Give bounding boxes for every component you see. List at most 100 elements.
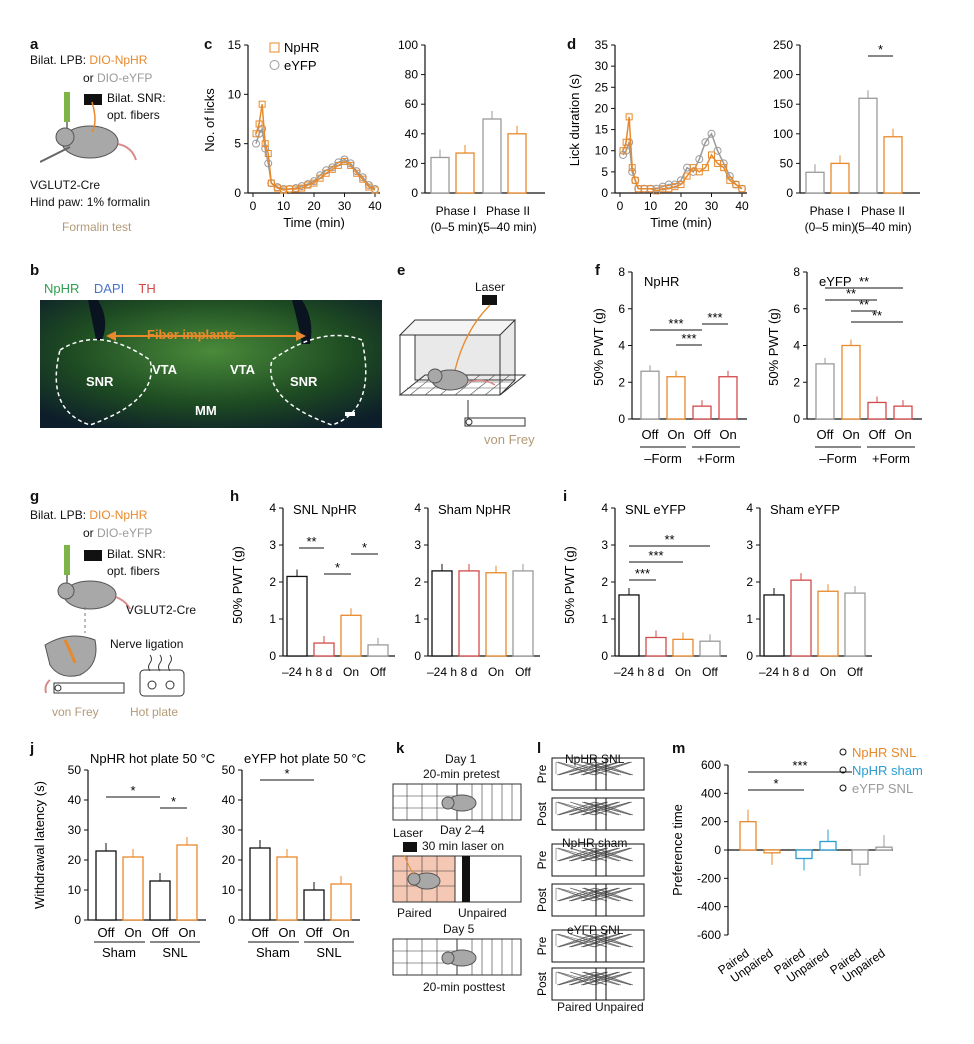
c-point-NpHR bbox=[255, 120, 263, 128]
i-sham-bar-2 bbox=[817, 590, 839, 657]
d-time-ytick-label: 0 bbox=[601, 186, 608, 200]
i-sham-title: Sham eYFP bbox=[770, 502, 840, 517]
f-nphr-title: NpHR bbox=[644, 274, 679, 289]
f-eyfp-bar-2 bbox=[867, 401, 887, 420]
f-nphr-xlabel: Off bbox=[693, 427, 710, 442]
h-sham-bar-3 bbox=[512, 570, 534, 657]
m-ytick-label: -400 bbox=[697, 900, 721, 914]
k-box-3 bbox=[392, 938, 522, 976]
f-nphr-ytick-label: 2 bbox=[618, 375, 625, 389]
panel-label-h: h bbox=[230, 488, 240, 505]
j-eyfp-bar-0 bbox=[249, 847, 271, 921]
i-snl-ytick-label: 1 bbox=[601, 612, 608, 626]
i-snl-ytick-label: 0 bbox=[601, 649, 608, 663]
c-xtick-label: 0 bbox=[250, 199, 257, 213]
d-time-ytick-label: 15 bbox=[595, 123, 609, 137]
d-point-eYFP bbox=[701, 138, 710, 147]
l-g2: NpHR sham bbox=[562, 836, 628, 850]
f-eyfp-sig4: ** bbox=[872, 308, 882, 323]
m-legend-1: NpHR sham bbox=[852, 763, 923, 778]
i-sham-xlabel: –24 h bbox=[759, 665, 789, 679]
f-nphr-bar-0 bbox=[640, 370, 660, 420]
k-day24: Day 2–4 bbox=[440, 823, 485, 837]
b-vta-right: VTA bbox=[230, 362, 256, 377]
d-sig: * bbox=[878, 42, 883, 57]
c-point-NpHR bbox=[322, 169, 330, 177]
d-ylabel: Lick duration (s) bbox=[567, 74, 582, 166]
g-line2-label: or bbox=[83, 526, 98, 540]
h-sham-ytick-label: 0 bbox=[414, 649, 421, 663]
i-snl-xlabel: Off bbox=[702, 665, 718, 679]
i-snl-title: SNL eYFP bbox=[625, 502, 686, 517]
j-nphr-ytick-label: 0 bbox=[74, 913, 81, 927]
d-series-NpHR bbox=[622, 116, 743, 192]
j-nphr-ytick-label: 50 bbox=[68, 763, 82, 777]
m-legend-2: eYFP SNL bbox=[852, 781, 913, 796]
l-row-label: Post bbox=[535, 887, 549, 912]
h-snl-xlabel: –24 h bbox=[282, 665, 312, 679]
a-fiber1: Bilat. SNR: bbox=[107, 91, 166, 105]
b-channels: NpHR DAPI TH bbox=[44, 281, 156, 296]
c-bar-ytick-label: 40 bbox=[405, 127, 419, 141]
f-nphr-ytick-label: 0 bbox=[618, 412, 625, 426]
i-snl-bar-3 bbox=[699, 640, 721, 657]
c-time-ytick-label: 5 bbox=[234, 137, 241, 151]
d-time-ytick-label: 10 bbox=[595, 144, 609, 158]
i-sham-xlabel: On bbox=[820, 665, 836, 679]
f-nphr-bar-1 bbox=[666, 376, 686, 420]
m-legend-0: NpHR SNL bbox=[852, 745, 916, 760]
c-xtick-label: 40 bbox=[368, 199, 382, 213]
j-nphr-sham: Sham bbox=[102, 945, 136, 960]
a-fiber2: opt. fibers bbox=[107, 108, 160, 122]
m-bar-1 bbox=[763, 849, 781, 854]
d-phase2: Phase II bbox=[861, 204, 905, 218]
c-xtick-label: 10 bbox=[277, 199, 291, 213]
panel-label-l: l bbox=[537, 740, 542, 757]
d-point-NpHR bbox=[720, 164, 728, 172]
c-phase1-range: (0–5 min) bbox=[431, 220, 482, 234]
i-sig2: *** bbox=[648, 548, 663, 563]
l-track-path-3 bbox=[555, 887, 634, 902]
l-row-label: Pre bbox=[535, 764, 549, 783]
j-eyfp-ytick-label: 40 bbox=[222, 793, 236, 807]
d-time-ytick-label: 25 bbox=[595, 80, 609, 94]
d-point-NpHR bbox=[732, 181, 740, 189]
j-nphr-bar-0 bbox=[95, 850, 117, 921]
m-legend-mark-0 bbox=[839, 748, 847, 756]
j-eyfp-sham: Sham bbox=[256, 945, 290, 960]
c-xlabel: Time (min) bbox=[283, 215, 345, 230]
d-point-NpHR bbox=[695, 168, 703, 176]
d-point-NpHR bbox=[683, 172, 691, 180]
f-eyfp-xlabel: Off bbox=[816, 427, 833, 442]
k-posttest: 20-min posttest bbox=[423, 980, 506, 994]
h-snl-ytick-label: 2 bbox=[269, 575, 276, 589]
f-eyfp-ytick-label: 6 bbox=[793, 302, 800, 316]
i-sham-ytick-label: 4 bbox=[746, 501, 753, 515]
f-eyfp-ytick-label: 4 bbox=[793, 339, 800, 353]
c-point-NpHR bbox=[347, 161, 355, 169]
panel-label-g: g bbox=[30, 488, 40, 505]
j-nphr-xlabel: On bbox=[124, 925, 141, 940]
b-mm-label: MM bbox=[195, 403, 217, 418]
k-laser-block bbox=[403, 842, 417, 852]
j-eyfp-xlabel: Off bbox=[251, 925, 268, 940]
panel-label-a: a bbox=[30, 36, 39, 53]
chart-c: 0 5 10 15 No. of licks 0 10 20 30 40 Time (min) NpH… bbox=[202, 38, 545, 234]
l-g1: NpHR SNL bbox=[565, 752, 625, 766]
j-eyfp-bar-3 bbox=[330, 883, 352, 921]
g-line2: or DIO-eYFP bbox=[83, 526, 152, 540]
e-vonfrey-cage bbox=[398, 304, 527, 427]
d-point-NpHR bbox=[677, 181, 685, 189]
i-sham-ytick-label: 3 bbox=[746, 538, 753, 552]
c-point-NpHR bbox=[334, 161, 342, 169]
d-point-NpHR bbox=[701, 164, 709, 172]
i-sham-xlabel: Off bbox=[847, 665, 863, 679]
d-series-eYFP bbox=[622, 132, 743, 190]
c-bar-0 bbox=[430, 156, 450, 194]
j-nphr-sig1: * bbox=[130, 783, 135, 798]
d-point-NpHR bbox=[726, 176, 734, 184]
l-xlabel: Paired Unpaired bbox=[557, 1000, 644, 1014]
i-snl-ytick-label: 2 bbox=[601, 575, 608, 589]
i-sham-ytick-label: 1 bbox=[746, 612, 753, 626]
j-eyfp-ytick-label: 20 bbox=[222, 853, 236, 867]
